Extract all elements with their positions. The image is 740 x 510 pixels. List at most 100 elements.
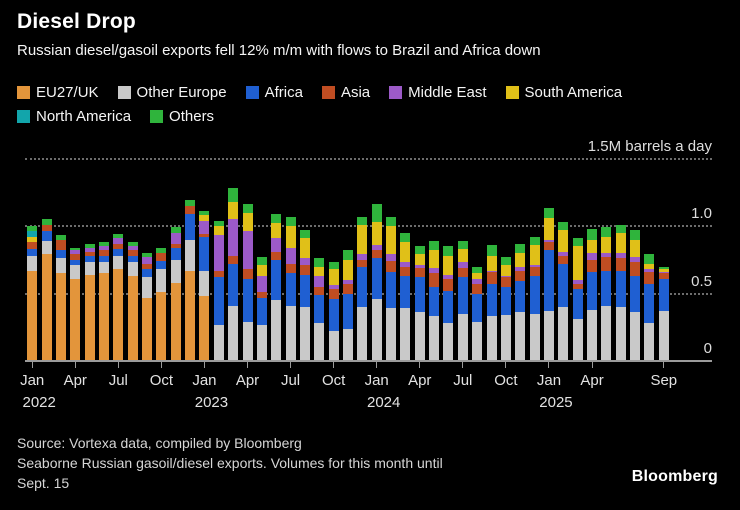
legend-label: Other Europe: [136, 83, 227, 101]
bar-segment-Africa: [299, 275, 310, 307]
bar-segment-Middle East: [515, 267, 526, 271]
x-month-label: Jan: [20, 372, 45, 389]
bar-segment-Asia: [170, 244, 181, 248]
bar-segment-Other Europe: [543, 311, 554, 360]
bar-segment-Africa: [113, 249, 124, 256]
bar-segment-Other Europe: [70, 265, 81, 279]
bar-segment-Asia: [386, 261, 397, 272]
bar-segment-EU27/UK: [156, 292, 167, 361]
bar-segment-Others: [41, 219, 52, 225]
bar-segment-Africa: [644, 284, 655, 323]
legend-row-2: North America Others: [17, 104, 622, 128]
bar-segment-Others: [386, 217, 397, 226]
bar-segment-Others: [543, 208, 554, 218]
legend-label: Middle East: [408, 83, 487, 101]
bar-segment-Others: [587, 229, 598, 240]
bar-segment-Africa: [515, 281, 526, 312]
bar-segment-Middle East: [644, 269, 655, 272]
bar-segment-Middle East: [142, 257, 153, 264]
bar-segment-Middle East: [328, 285, 339, 289]
bar-segment-Others: [371, 204, 382, 222]
x-month-label: Apr: [235, 372, 260, 389]
bar-segment-South America: [472, 273, 483, 279]
bar-segment-EU27/UK: [55, 273, 66, 361]
bar-segment-Africa: [156, 261, 167, 269]
bar-segment-Others: [199, 211, 210, 215]
bar-segment-Africa: [443, 291, 454, 323]
bar-segment-South America: [27, 237, 38, 242]
bar-segment-Middle East: [587, 253, 598, 260]
bar-segment-South America: [543, 218, 554, 240]
bar-segment-Asia: [27, 242, 38, 249]
bar-segment-South America: [572, 246, 583, 280]
bar-segment-Others: [443, 246, 454, 256]
bar-segment-EU27/UK: [170, 283, 181, 361]
bar-segment-Other Europe: [429, 316, 440, 360]
x-tick: [505, 362, 507, 368]
x-tick: [31, 362, 33, 368]
bar-segment-Middle East: [314, 276, 325, 287]
bar-segment-Other Europe: [113, 256, 124, 269]
legend-swatch-icon: [17, 109, 30, 123]
bar-segment-EU27/UK: [70, 279, 81, 361]
bar-segment-Middle East: [529, 265, 540, 267]
bar-segment-Asia: [543, 242, 554, 250]
bar-segment-Africa: [630, 276, 641, 312]
x-month-label: Sep: [650, 372, 678, 389]
bar-segment-Middle East: [84, 248, 95, 252]
bar-segment-Other Europe: [357, 307, 368, 360]
bar-segment-Other Europe: [256, 325, 267, 360]
legend-item: Asia: [321, 84, 370, 101]
bar-segment-Asia: [457, 268, 468, 277]
bar-segment-Asia: [443, 279, 454, 291]
bar-segment-Middle East: [500, 276, 511, 277]
bar-segment-Other Europe: [27, 256, 38, 271]
bar-segment-Asia: [213, 271, 224, 277]
legend-item: North America: [17, 108, 131, 125]
bar-segment-Middle East: [457, 262, 468, 268]
bar-segment-Asia: [55, 240, 66, 250]
bar-segment-Middle East: [199, 221, 210, 234]
bar-segment-EU27/UK: [41, 254, 52, 361]
bar-segment-Others: [644, 254, 655, 264]
bar-segment-Africa: [328, 299, 339, 331]
bar-segment-South America: [314, 267, 325, 276]
bar-segment-Middle East: [615, 253, 626, 258]
x-month-label: Oct: [149, 372, 174, 389]
bar-segment-Middle East: [658, 272, 669, 273]
bar-segment-Other Europe: [314, 323, 325, 360]
bar-segment-Africa: [601, 271, 612, 306]
x-tick: [419, 362, 421, 368]
bar-segment-Middle East: [213, 235, 224, 271]
bar-segment-Other Europe: [55, 258, 66, 273]
bar-segment-Africa: [185, 214, 196, 240]
bar-segment-Asia: [271, 252, 282, 260]
bar-segment-Africa: [572, 289, 583, 319]
bar-segment-South America: [199, 215, 210, 221]
bar-segment-Middle East: [170, 233, 181, 244]
bar-segment-Asia: [630, 262, 641, 276]
bar-segment-Others: [558, 222, 569, 230]
bar-segment-South America: [429, 250, 440, 268]
bar-segment-Others: [156, 248, 167, 253]
bar-segment-Asia: [615, 258, 626, 271]
bar-segment-South America: [400, 242, 411, 262]
bar-segment-Middle East: [371, 245, 382, 250]
bar-segment-EU27/UK: [98, 273, 109, 361]
x-month-label: Jul: [453, 372, 473, 389]
bar-segment-South America: [299, 238, 310, 258]
bar-segment-Asia: [371, 250, 382, 258]
bar-segment-Africa: [199, 237, 210, 271]
bar-segment-Asia: [342, 284, 353, 294]
bar-segment-Middle East: [472, 279, 483, 284]
bar-segment-South America: [357, 225, 368, 254]
bar-segment-Africa: [342, 294, 353, 329]
legend-label: Others: [169, 107, 215, 125]
bar-segment-South America: [601, 237, 612, 253]
bar-segment-Middle East: [299, 258, 310, 265]
bar-segment-Others: [314, 258, 325, 267]
legend-swatch-icon: [245, 85, 259, 99]
bar-segment-Other Europe: [615, 307, 626, 360]
bar-segment-Africa: [386, 272, 397, 308]
